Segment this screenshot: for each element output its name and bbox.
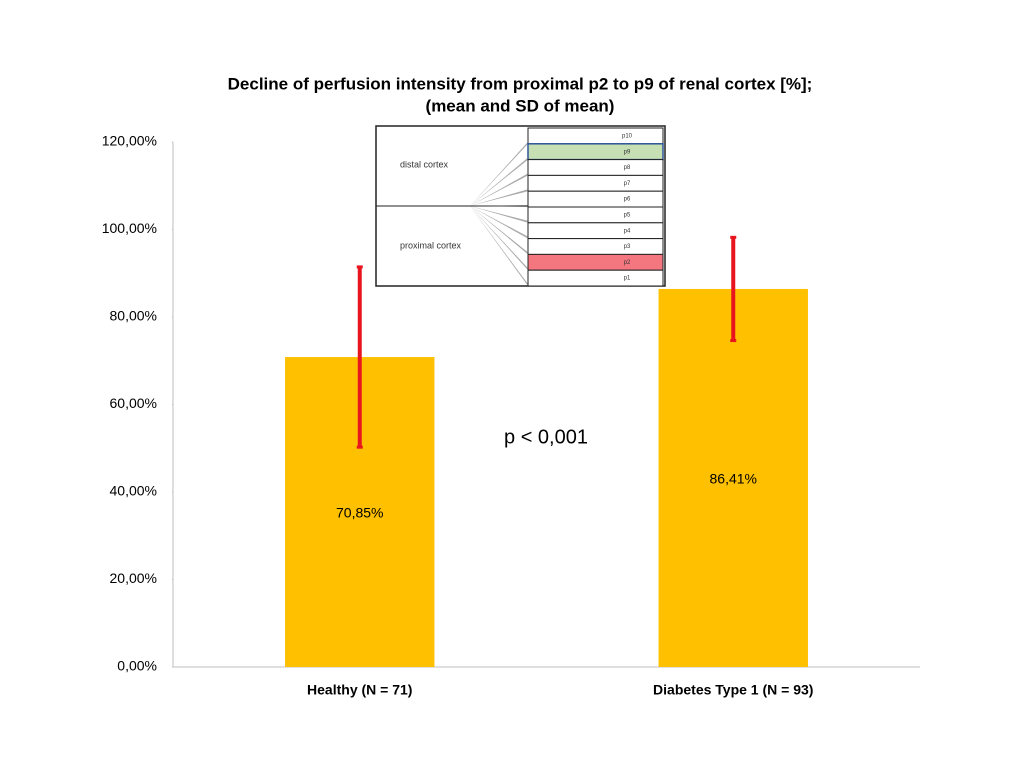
inset-wedge: [470, 157, 528, 206]
inset-row: [527, 174, 664, 192]
inset-row-label: p8: [624, 165, 631, 171]
inset-wedge: [470, 206, 528, 239]
inset-row: [527, 222, 664, 240]
inset-row-label: p1: [624, 276, 631, 282]
x-tick-label: Diabetes Type 1 (N = 93): [653, 682, 813, 698]
inset-row-label: p3: [624, 244, 631, 250]
inset-row-label: p2: [624, 260, 631, 266]
inset-row: [527, 190, 664, 208]
chart-title: Decline of perfusion intensity from prox…: [228, 74, 813, 93]
y-tick-label: 60,00%: [110, 395, 157, 411]
inset-row-label: p10: [622, 133, 633, 139]
error-bar: [730, 235, 737, 343]
inset-wedge: [470, 206, 528, 255]
inset-wedge: [470, 205, 528, 207]
data-label: 86,41%: [710, 471, 757, 487]
x-tick-label: Healthy (N = 71): [307, 682, 412, 698]
inset-row: [527, 127, 664, 145]
y-tick-label: 40,00%: [110, 483, 157, 499]
inset-wedge: [470, 206, 528, 223]
inset-wedge: [470, 189, 528, 206]
error-bar: [356, 265, 363, 449]
inset-row: [527, 159, 664, 176]
inset-row: [527, 253, 664, 271]
inset-diagram: distal cortex proximal cortex p10 p9 p8 p7 p…: [375, 125, 666, 287]
inset-row-label: p6: [624, 197, 631, 203]
bar: [658, 288, 808, 667]
inset-row: [527, 238, 664, 255]
inset-wedge: [470, 206, 528, 286]
inset-row: [527, 143, 664, 161]
y-tick-label: 0,00%: [117, 658, 157, 674]
y-tick-label: 120,00%: [102, 133, 157, 149]
y-tick-label: 80,00%: [110, 308, 157, 324]
inset-row-label: p7: [624, 181, 631, 187]
inset-row-label: p9: [624, 149, 631, 155]
data-label: 70,85%: [336, 505, 383, 521]
inset-row-label: p4: [624, 228, 631, 234]
inset-wedge: [470, 141, 528, 206]
inset-label: proximal cortex: [400, 240, 462, 250]
inset-wedge: [470, 173, 528, 206]
y-tick-label: 100,00%: [102, 220, 157, 236]
y-tick-label: 20,00%: [110, 570, 157, 586]
inset-row: [527, 206, 664, 224]
chart-subtitle: (mean and SD of mean): [426, 96, 615, 115]
inset-label: distal cortex: [400, 159, 449, 169]
inset-row: [527, 269, 664, 287]
inset-row-label: p5: [624, 212, 631, 218]
annotation: p < 0,001: [504, 426, 588, 448]
inset-wedge: [470, 206, 528, 271]
